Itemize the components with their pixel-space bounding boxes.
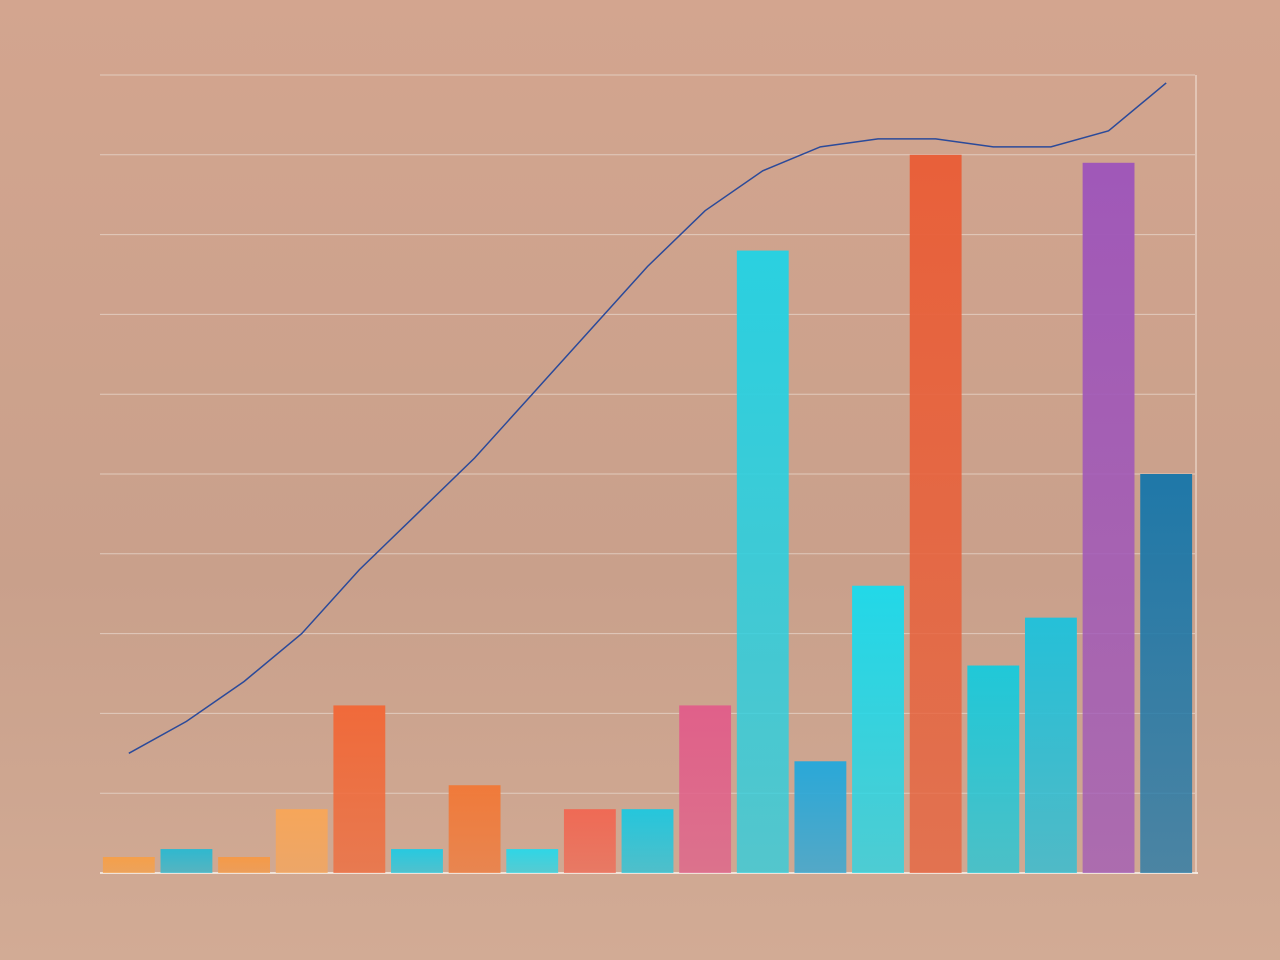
bar	[218, 857, 271, 873]
bar	[448, 785, 501, 873]
bar	[1140, 474, 1193, 873]
bar	[160, 849, 213, 873]
bar	[679, 705, 732, 873]
bar	[909, 154, 962, 874]
bar	[736, 250, 789, 873]
bar	[967, 665, 1020, 873]
bar	[563, 809, 616, 873]
bar	[102, 857, 155, 873]
bar	[852, 585, 904, 873]
bar	[1024, 617, 1077, 873]
bar	[391, 849, 443, 873]
trend-line	[128, 82, 1167, 754]
bar	[506, 849, 559, 873]
bar	[333, 705, 386, 873]
bar	[621, 809, 674, 873]
bar	[1082, 162, 1135, 873]
bar	[794, 761, 847, 873]
bar	[275, 809, 328, 873]
